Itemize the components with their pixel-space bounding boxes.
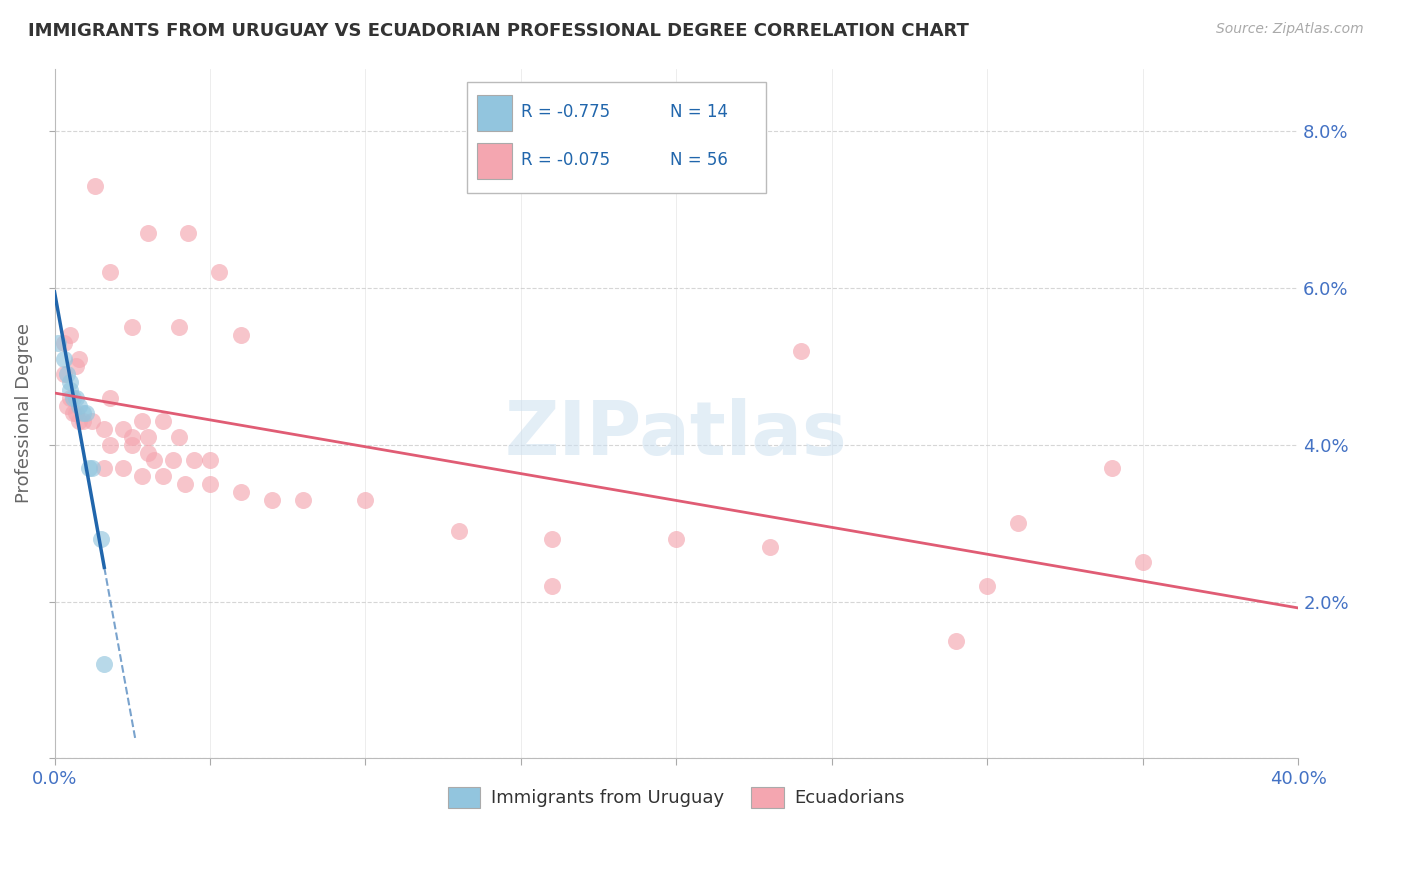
Point [790, 343, 813, 358]
Point [67, 414, 90, 428]
Bar [478, 95, 512, 130]
Point [65, 359, 87, 374]
Point [136, 226, 159, 240]
Point [198, 477, 221, 491]
Point [75, 406, 97, 420]
Point [59, 391, 82, 405]
Point [198, 453, 221, 467]
Point [100, 438, 122, 452]
Point [84, 179, 107, 194]
Point [62, 391, 84, 405]
Text: N = 56: N = 56 [671, 152, 728, 169]
Point [100, 391, 122, 405]
Text: N = 14: N = 14 [671, 103, 728, 121]
Point [46, 335, 69, 350]
Point [93, 422, 115, 436]
Point [945, 633, 967, 648]
Point [167, 320, 190, 334]
Point [136, 430, 159, 444]
Point [167, 430, 190, 444]
Point [111, 422, 134, 436]
Point [262, 492, 284, 507]
Point [121, 320, 143, 334]
Point [52, 368, 75, 382]
Point [665, 532, 688, 546]
Point [65, 391, 87, 405]
Legend: Immigrants from Uruguay, Ecuadorians: Immigrants from Uruguay, Ecuadorians [440, 780, 912, 815]
Point [93, 461, 115, 475]
Point [52, 335, 75, 350]
Point [354, 492, 377, 507]
Text: ZIPatlas: ZIPatlas [505, 398, 848, 471]
Point [136, 445, 159, 459]
Point [59, 328, 82, 343]
Point [1007, 516, 1029, 531]
Point [62, 406, 84, 420]
Point [183, 453, 205, 467]
Text: IMMIGRANTS FROM URUGUAY VS ECUADORIAN PROFESSIONAL DEGREE CORRELATION CHART: IMMIGRANTS FROM URUGUAY VS ECUADORIAN PR… [28, 22, 969, 40]
Point [59, 383, 82, 397]
Point [90, 532, 112, 546]
Text: R = -0.075: R = -0.075 [522, 152, 610, 169]
Point [72, 406, 94, 420]
Point [229, 484, 252, 499]
Point [80, 461, 103, 475]
Text: R = -0.775: R = -0.775 [522, 103, 610, 121]
Point [100, 265, 122, 279]
Point [56, 399, 79, 413]
Point [1101, 461, 1123, 475]
Point [177, 226, 200, 240]
Point [65, 406, 87, 420]
Text: Source: ZipAtlas.com: Source: ZipAtlas.com [1216, 22, 1364, 37]
Point [56, 368, 79, 382]
Point [143, 453, 166, 467]
Point [111, 461, 134, 475]
Point [131, 469, 153, 483]
Point [80, 414, 103, 428]
Point [447, 524, 470, 538]
Point [229, 328, 252, 343]
Point [208, 265, 231, 279]
Bar [478, 143, 512, 179]
Point [77, 461, 100, 475]
Point [67, 351, 90, 366]
Point [292, 492, 315, 507]
Point [1132, 555, 1154, 569]
Point [541, 532, 564, 546]
Point [72, 414, 94, 428]
Point [67, 399, 90, 413]
FancyBboxPatch shape [467, 82, 766, 193]
Point [121, 430, 143, 444]
Point [162, 453, 184, 467]
Point [52, 351, 75, 366]
Point [59, 375, 82, 389]
Point [152, 469, 174, 483]
Point [131, 414, 153, 428]
Point [758, 540, 780, 554]
Y-axis label: Professional Degree: Professional Degree [15, 324, 32, 503]
Point [976, 579, 998, 593]
Point [93, 657, 115, 672]
Point [541, 579, 564, 593]
Point [152, 414, 174, 428]
Point [121, 438, 143, 452]
Point [174, 477, 197, 491]
